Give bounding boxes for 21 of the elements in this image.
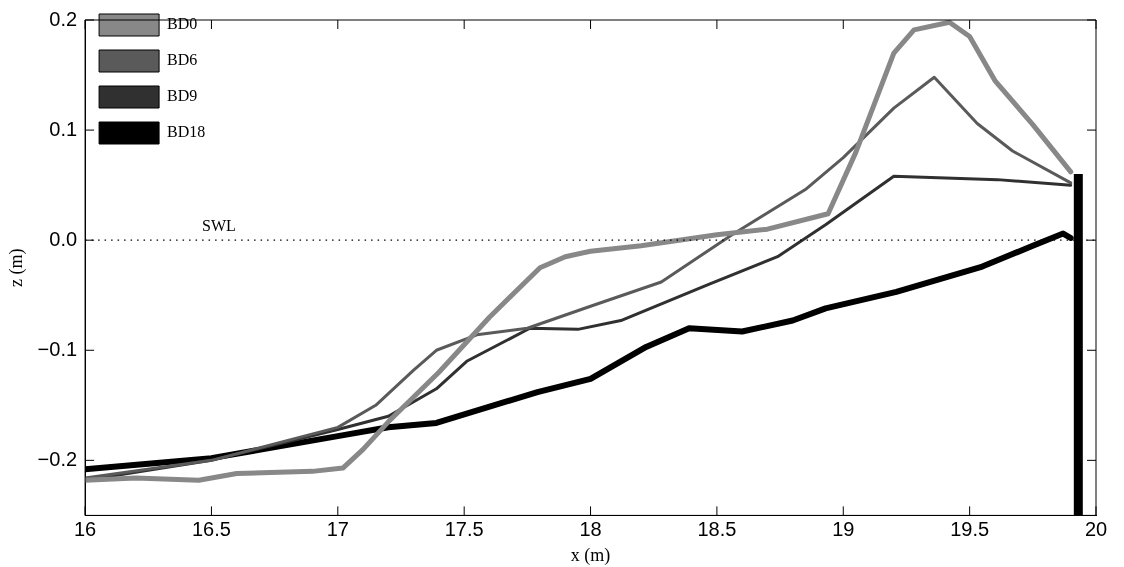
legend-label: BD6 — [167, 51, 198, 69]
y-tick-label: −0.1 — [37, 337, 78, 360]
y-tick-label: 0.2 — [49, 7, 78, 30]
x-tick-label: 18.5 — [697, 517, 737, 540]
x-tick-label: 20 — [1084, 517, 1108, 540]
y-tick-label: 0.1 — [49, 117, 78, 140]
y-tick-label: −0.2 — [37, 447, 78, 470]
legend-label: BD18 — [167, 123, 206, 141]
legend-label: BD9 — [167, 87, 198, 105]
x-tick-label: 17.5 — [444, 517, 484, 540]
x-tick-label: 16 — [73, 517, 97, 540]
x-tick-label: 19 — [832, 517, 855, 540]
ref-line-label: SWL — [202, 217, 236, 235]
x-tick-label: 17 — [326, 517, 349, 540]
y-axis-title: z (m) — [5, 248, 27, 287]
legend-label: BD0 — [167, 15, 198, 33]
x-tick-label: 18 — [579, 517, 602, 540]
x-axis-title: x (m) — [570, 544, 611, 566]
x-tick-label: 16.5 — [191, 517, 231, 540]
x-tick-label: 19.5 — [950, 517, 990, 540]
y-tick-label: 0.0 — [49, 227, 78, 250]
